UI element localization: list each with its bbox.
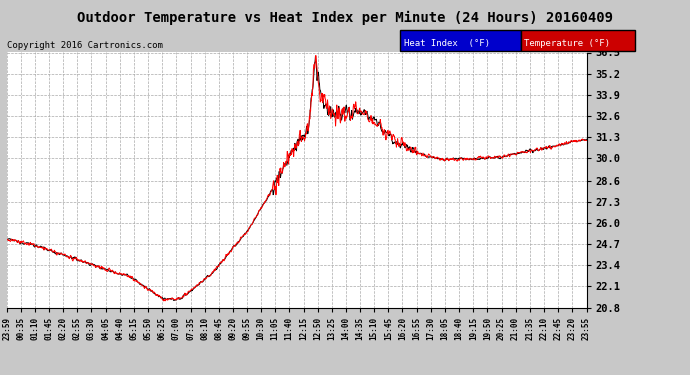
Text: Copyright 2016 Cartronics.com: Copyright 2016 Cartronics.com (7, 41, 163, 50)
Text: Outdoor Temperature vs Heat Index per Minute (24 Hours) 20160409: Outdoor Temperature vs Heat Index per Mi… (77, 11, 613, 26)
Text: Heat Index  (°F): Heat Index (°F) (404, 39, 490, 48)
Text: Temperature (°F): Temperature (°F) (524, 39, 611, 48)
